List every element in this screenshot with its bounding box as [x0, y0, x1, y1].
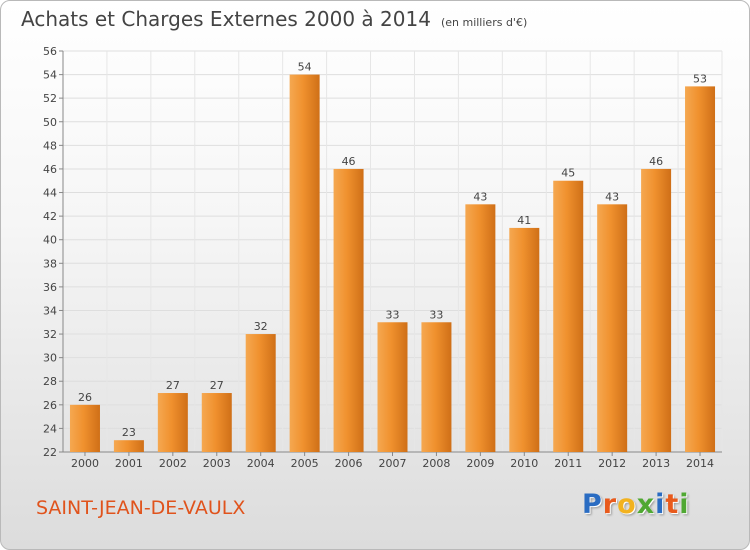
y-tick-label: 44 — [43, 187, 57, 200]
x-tick-label-2011: 2011 — [554, 457, 582, 470]
x-tick-label-2013: 2013 — [642, 457, 670, 470]
data-label-2014: 53 — [693, 72, 707, 85]
x-tick-label-2001: 2001 — [115, 457, 143, 470]
bar-2005 — [289, 74, 320, 453]
bar-2012 — [597, 204, 628, 452]
bar-2013 — [641, 168, 672, 453]
y-tick-label: 30 — [43, 352, 57, 365]
logo-letter: P — [582, 489, 603, 520]
x-tick-label-2007: 2007 — [379, 457, 407, 470]
data-label-2004: 32 — [254, 320, 268, 333]
logo-letter: x — [636, 489, 656, 520]
x-tick-label-2014: 2014 — [686, 457, 714, 470]
data-label-2008: 33 — [429, 308, 443, 321]
bar-2001 — [113, 440, 144, 452]
x-tick-label-2008: 2008 — [422, 457, 450, 470]
y-tick-label: 48 — [43, 139, 57, 152]
chart-subtitle: (en milliers d'€) — [440, 16, 528, 29]
data-label-2010: 41 — [517, 214, 531, 227]
data-labels: 26 23 27 27 32 54 46 33 33 43 41 45 43 46 53 — [78, 61, 707, 440]
bar-2000 — [69, 404, 100, 452]
y-tick-label: 36 — [43, 281, 57, 294]
bar-2010 — [509, 227, 540, 452]
commune-name: SAINT-JEAN-DE-VAULX — [36, 497, 246, 519]
y-tick-label: 52 — [43, 92, 57, 105]
data-label-2002: 27 — [166, 379, 180, 392]
data-label-2003: 27 — [210, 379, 224, 392]
y-tick-label: 32 — [43, 328, 57, 341]
bar-2008 — [421, 322, 452, 452]
x-tick-label-2010: 2010 — [510, 457, 538, 470]
bar-2004 — [245, 334, 276, 452]
y-tick-label: 38 — [43, 257, 57, 270]
x-tick-label-2000: 2000 — [71, 457, 99, 470]
x-tick-label-2002: 2002 — [159, 457, 187, 470]
x-tick-label-2012: 2012 — [598, 457, 626, 470]
y-tick-label: 28 — [43, 375, 57, 388]
y-tick-label: 54 — [43, 69, 57, 82]
y-tick-label: 56 — [43, 45, 57, 58]
data-label-2000: 26 — [78, 391, 92, 404]
logo-letter: t — [665, 489, 680, 520]
data-label-2009: 43 — [473, 190, 487, 203]
logo-letter: r — [602, 489, 618, 520]
logo-letter: i — [655, 489, 666, 520]
y-tick-label: 26 — [43, 399, 57, 412]
bar-2014 — [685, 86, 716, 452]
y-tick-label: 50 — [43, 116, 57, 129]
data-label-2007: 33 — [386, 308, 400, 321]
y-tick-label: 22 — [43, 446, 57, 459]
x-tick-labels: 2000 2001 2002 2003 2004 2005 2006 2007 2008 2009… — [71, 452, 714, 470]
logo-letter: o — [617, 489, 637, 520]
y-tick-label: 24 — [43, 422, 57, 435]
chart-title-text: Achats et Charges Externes 2000 à 2014 — [21, 7, 431, 31]
bar-2007 — [377, 322, 408, 452]
y-tick-label: 46 — [43, 163, 57, 176]
x-tick-label-2003: 2003 — [203, 457, 231, 470]
y-tick-label: 42 — [43, 210, 57, 223]
x-tick-label-2005: 2005 — [291, 457, 319, 470]
bars — [69, 74, 716, 453]
x-tick-label-2009: 2009 — [466, 457, 494, 470]
bar-2002 — [157, 393, 188, 452]
data-label-2011: 45 — [561, 167, 575, 180]
bar-2011 — [553, 180, 584, 452]
bar-2003 — [201, 393, 232, 452]
bar-2009 — [465, 204, 496, 452]
y-tick-label: 40 — [43, 234, 57, 247]
data-label-2012: 43 — [605, 190, 619, 203]
chart-title: Achats et Charges Externes 2000 à 2014 (e… — [21, 7, 527, 31]
x-tick-label-2004: 2004 — [247, 457, 275, 470]
data-label-2006: 46 — [342, 155, 356, 168]
y-tick-label: 34 — [43, 304, 57, 317]
x-tick-label-2006: 2006 — [335, 457, 363, 470]
data-label-2013: 46 — [649, 155, 663, 168]
bar-2006 — [333, 168, 364, 453]
data-label-2005: 54 — [298, 61, 312, 74]
y-tick-labels: 22 24 26 28 30 32 34 36 38 40 42 44 46 48 50 52 54 56 — [43, 45, 57, 459]
data-label-2001: 23 — [122, 426, 136, 439]
proxiti-logo[interactable]: Proxiti — [582, 489, 690, 520]
logo-letter: i — [679, 489, 690, 520]
